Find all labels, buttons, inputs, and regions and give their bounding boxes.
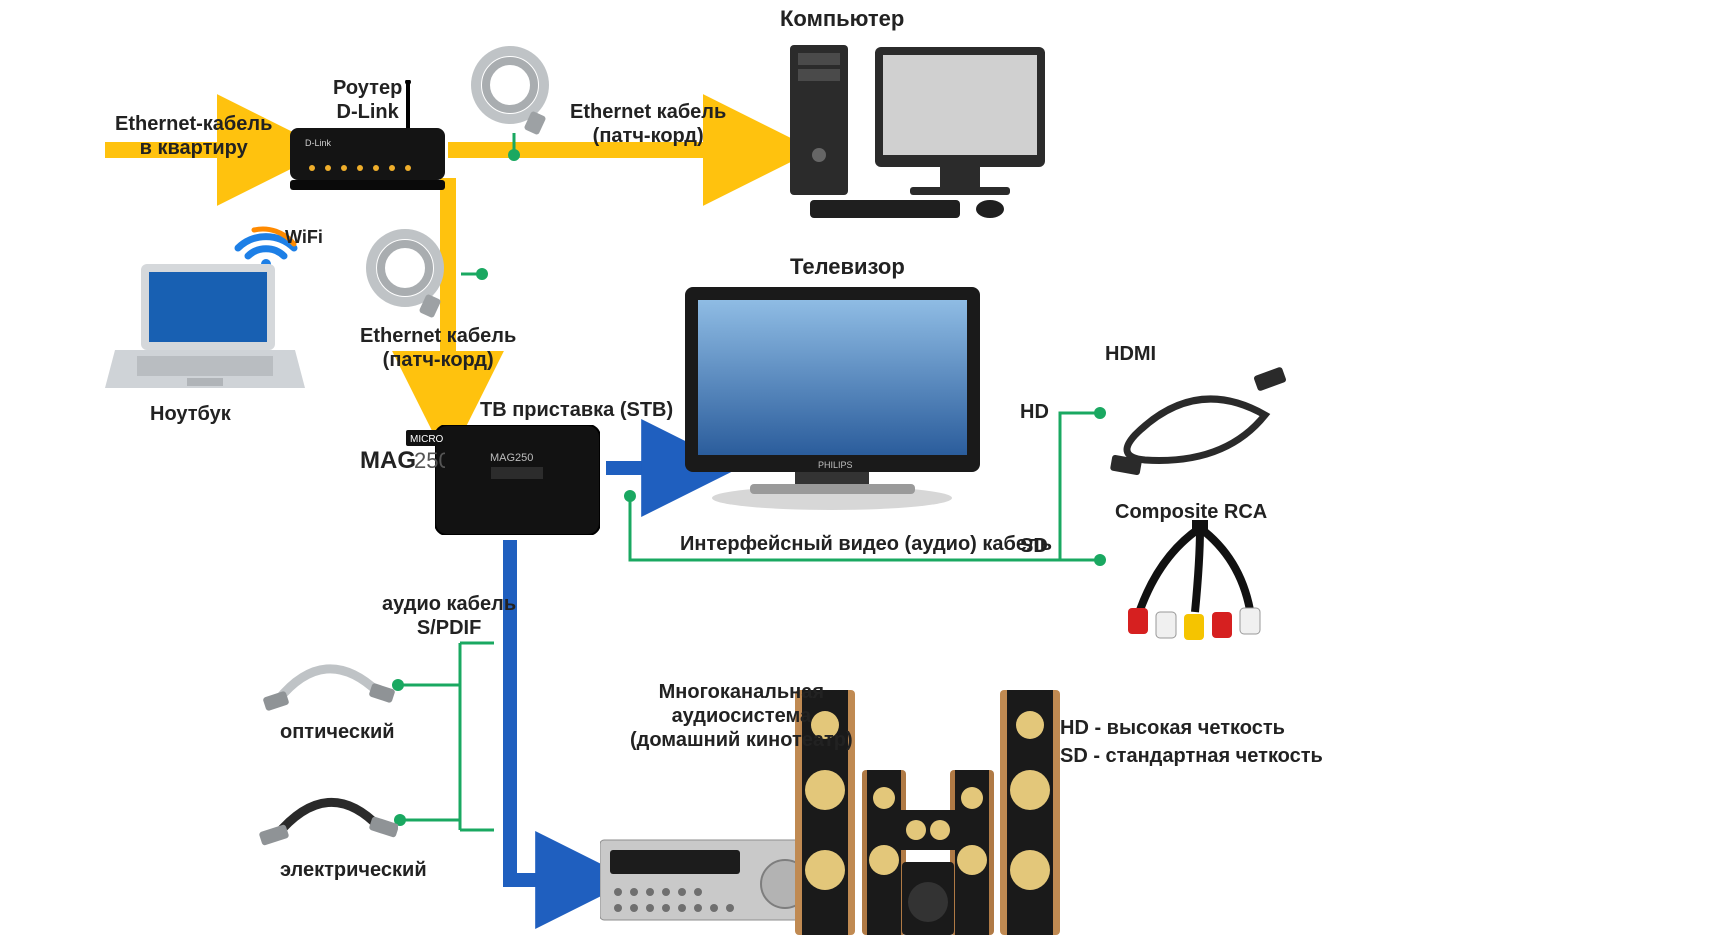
tv-brand-text: PHILIPS: [818, 460, 853, 470]
label-router: Роутер D-Link: [333, 76, 402, 124]
hdmi-cable-icon: [1105, 365, 1295, 485]
label-hd-def: HD - высокая четкость: [1060, 716, 1285, 740]
stb-logo-num: 250: [414, 448, 445, 473]
stb-logo: MICRO MAG 250: [360, 430, 445, 475]
label-sd: SD: [1020, 534, 1048, 558]
label-sd-def: SD - стандартная четкость: [1060, 744, 1323, 768]
arrow-stb-to-audio: [510, 540, 594, 880]
router-device: D-Link: [290, 120, 445, 195]
connector-node: [476, 268, 488, 280]
connector-node: [624, 490, 636, 502]
stb-device: MAG250: [435, 425, 600, 535]
label-tv: Телевизор: [790, 254, 905, 280]
connector-hd-branch: [1060, 413, 1100, 560]
label-audio-spdif: аудио кабель S/PDIF: [382, 592, 516, 640]
stb-logo-main: MAG: [360, 447, 416, 474]
label-iface-cable: Интерфейсный видео (аудио) кабель: [680, 532, 1052, 556]
label-wifi: WiFi: [285, 227, 323, 249]
label-audio-system: Многоканальная аудиосистема (домашний ки…: [630, 680, 853, 752]
label-composite: Composite RCA: [1115, 500, 1267, 524]
diagram-canvas: D-Link: [0, 0, 1710, 948]
label-hdmi: HDMI: [1105, 342, 1156, 366]
label-ethernet-patch2: Ethernet кабель (патч-корд): [360, 324, 516, 372]
laptop-device: [105, 260, 305, 400]
label-ethernet-patch: Ethernet кабель (патч-корд): [570, 100, 726, 148]
av-receiver-device: [600, 830, 820, 930]
svg-text:MAG250: MAG250: [490, 452, 533, 464]
router-brand-text: D-Link: [305, 138, 332, 148]
connector-node: [508, 149, 520, 161]
stb-logo-micro: MICRO: [410, 434, 444, 445]
computer-device: [780, 35, 1060, 220]
rca-cable-icon: [1100, 520, 1300, 650]
label-hd: HD: [1020, 400, 1049, 424]
tv-device: PHILIPS: [680, 282, 985, 512]
label-laptop: Ноутбук: [150, 402, 231, 426]
spdif-electric-icon: [258, 778, 398, 858]
ethernet-cable-icon-2: [360, 228, 455, 323]
spdif-optical-icon: [260, 650, 395, 720]
label-optical: оптический: [280, 720, 395, 744]
label-computer: Компьютер: [780, 6, 904, 32]
label-ethernet-in: Ethernet-кабель в квартиру: [115, 112, 272, 160]
ethernet-cable-icon-1: [465, 45, 560, 140]
label-electric: электрический: [280, 858, 427, 882]
label-stb: ТВ приставка (STB): [480, 398, 673, 422]
